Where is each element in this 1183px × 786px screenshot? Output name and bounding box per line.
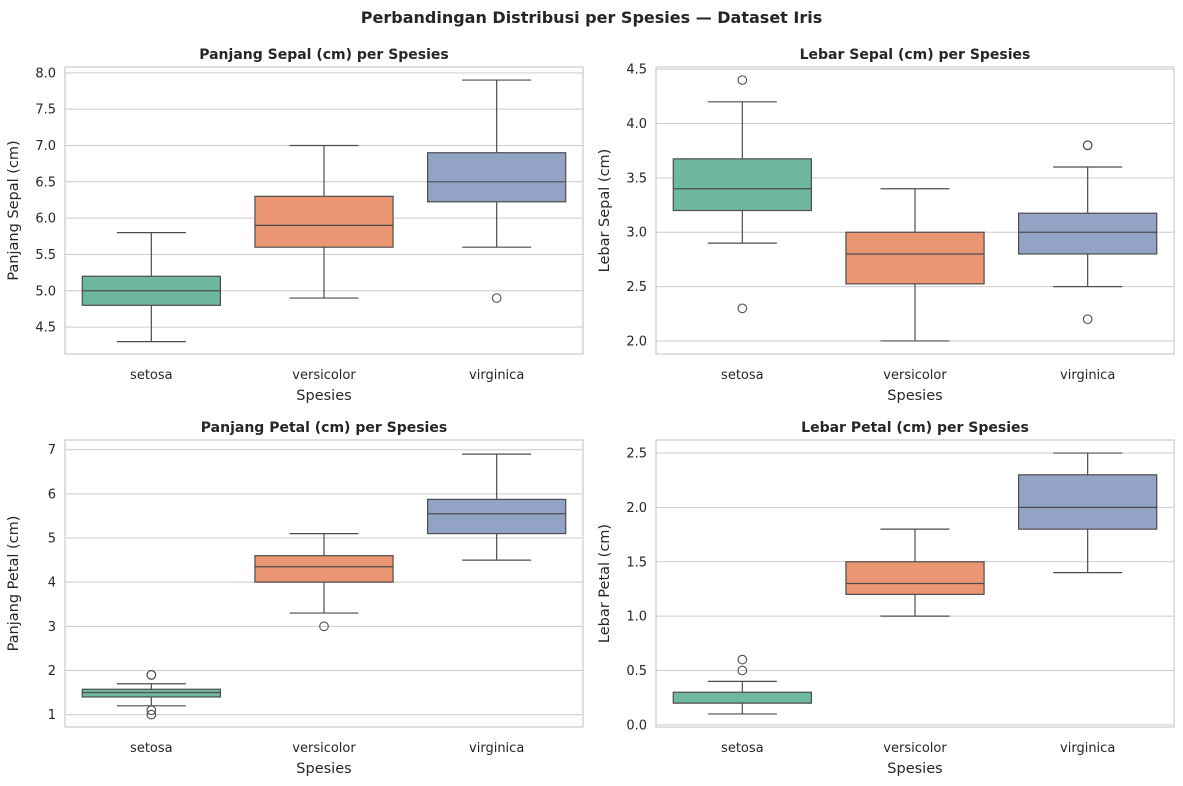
subplot-4: 0.0 0.5 1.0 1.5 2.0 2.5 setosa versicolor virgin… <box>597 420 1174 777</box>
y-axis-label: Lebar Petal (cm) <box>597 524 613 643</box>
box-setosa <box>82 233 220 342</box>
box-iqr <box>846 232 984 284</box>
box-versicolor <box>255 534 393 631</box>
y-tick-label: 6.0 <box>35 212 56 227</box>
y-axis-label: Panjang Sepal (cm) <box>6 140 22 280</box>
y-tick-label: 4.0 <box>626 117 647 132</box>
box-versicolor <box>255 145 393 298</box>
y-axis-label: Lebar Sepal (cm) <box>597 149 613 273</box>
y-tick-label: 3.5 <box>626 171 647 186</box>
subplot-title: Panjang Sepal (cm) per Spesies <box>199 47 449 63</box>
box-iqr <box>255 196 393 247</box>
x-tick-label: setosa <box>130 741 173 756</box>
outlier-point <box>738 655 747 664</box>
box-versicolor <box>846 189 984 341</box>
box-iqr <box>255 556 393 582</box>
subplot-title: Lebar Petal (cm) per Spesies <box>801 420 1029 436</box>
x-tick-label: setosa <box>721 741 764 756</box>
outlier-point <box>147 671 156 680</box>
y-tick-label: 4.5 <box>35 321 56 336</box>
x-tick-label: virginica <box>1060 741 1115 756</box>
subplot-1: 4.5 5.0 5.5 6.0 6.5 7.0 7.5 8.0 setosa versicolor… <box>6 47 583 404</box>
y-axis-label: Panjang Petal (cm) <box>6 516 22 652</box>
y-tick-label: 5.0 <box>35 284 56 299</box>
y-tick-label: 2.5 <box>626 447 647 462</box>
x-tick-label: versicolor <box>883 368 947 383</box>
y-tick-label: 1.0 <box>626 610 647 625</box>
y-tick-label: 4 <box>48 576 56 591</box>
x-axis-label: Spesies <box>296 761 351 777</box>
y-tick-label: 8.0 <box>35 66 56 81</box>
y-tick-label: 0.5 <box>626 664 647 679</box>
y-tick-label: 3.0 <box>626 226 647 241</box>
subplot-title: Panjang Petal (cm) per Spesies <box>201 420 447 436</box>
box-setosa <box>673 655 811 714</box>
box-virginica <box>428 454 566 560</box>
x-tick-label: versicolor <box>292 368 356 383</box>
box-iqr <box>673 159 811 211</box>
y-tick-label: 0.0 <box>626 718 647 733</box>
x-tick-label: virginica <box>1060 368 1115 383</box>
outlier-point <box>738 76 747 85</box>
outlier-point <box>738 304 747 313</box>
x-tick-label: versicolor <box>883 741 947 756</box>
box-virginica <box>1019 141 1157 324</box>
outlier-point <box>1083 315 1092 324</box>
y-tick-label: 7 <box>48 443 56 458</box>
y-tick-label: 2 <box>48 664 56 679</box>
box-versicolor <box>846 529 984 616</box>
box-virginica <box>1019 453 1157 573</box>
y-tick-label: 6.5 <box>35 175 56 190</box>
y-tick-label: 2.0 <box>626 334 647 349</box>
y-tick-label: 2.5 <box>626 280 647 295</box>
x-tick-label: virginica <box>469 368 524 383</box>
x-tick-label: virginica <box>469 741 524 756</box>
box-setosa <box>673 76 811 313</box>
box-iqr <box>673 692 811 703</box>
y-tick-label: 1.5 <box>626 555 647 570</box>
y-tick-label: 7.0 <box>35 139 56 154</box>
y-tick-label: 4.5 <box>626 63 647 78</box>
x-axis-label: Spesies <box>296 388 351 404</box>
outlier-point <box>492 294 501 303</box>
box-iqr <box>846 562 984 595</box>
y-tick-label: 2.0 <box>626 501 647 516</box>
box-iqr <box>1019 213 1157 254</box>
y-tick-label: 7.5 <box>35 103 56 118</box>
box-virginica <box>428 80 566 302</box>
box-iqr <box>1019 475 1157 529</box>
box-iqr <box>428 499 566 533</box>
y-tick-label: 5.5 <box>35 248 56 263</box>
box-iqr <box>428 153 566 202</box>
x-tick-label: versicolor <box>292 741 356 756</box>
x-tick-label: setosa <box>721 368 764 383</box>
y-tick-label: 6 <box>48 487 56 502</box>
subplot-title: Lebar Sepal (cm) per Spesies <box>800 47 1031 63</box>
box-setosa <box>82 671 220 719</box>
x-tick-label: setosa <box>130 368 173 383</box>
subplot-3: 1 2 3 4 5 6 7 setosa versicolor virginica Panjang … <box>6 420 583 777</box>
x-axis-label: Spesies <box>887 388 942 404</box>
y-tick-label: 3 <box>48 620 56 635</box>
y-tick-label: 1 <box>48 708 56 723</box>
x-axis-label: Spesies <box>887 761 942 777</box>
outlier-point <box>1083 141 1092 150</box>
subplot-2: 2.0 2.5 3.0 3.5 4.0 4.5 setosa versicolor virgin… <box>597 47 1174 404</box>
y-tick-label: 5 <box>48 532 56 547</box>
